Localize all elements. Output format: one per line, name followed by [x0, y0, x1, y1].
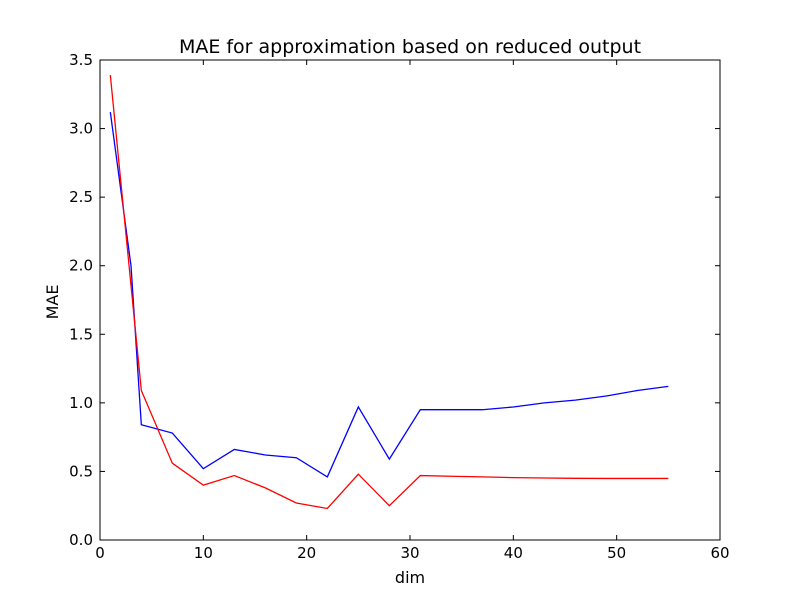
x-tick-label: 20 [297, 544, 316, 562]
series-line-2 [109, 75, 669, 510]
x-axis-title: dim [395, 568, 425, 587]
y-axis-title: MAE [43, 285, 62, 320]
x-tick-label: 60 [710, 544, 729, 562]
x-tick-label: 30 [400, 544, 419, 562]
y-tick-label: 1.5 [69, 325, 93, 343]
y-tick-label: 0.0 [69, 531, 93, 549]
y-tick-label: 3.5 [69, 51, 93, 69]
x-tick-label: 50 [607, 544, 626, 562]
axis-ticks-layer: 0 10 20 30 40 50 60 0.0 0.5 1.0 1.5 2.0 2.5 3.0 3.5 [69, 51, 729, 562]
x-tick-label: 0 [95, 544, 105, 562]
y-tick-label: 3.0 [69, 120, 93, 138]
y-tick-label: 2.0 [69, 257, 93, 275]
y-tick-label: 1.0 [69, 394, 93, 412]
x-tick-label: 40 [504, 544, 523, 562]
chart-title: MAE for approximation based on reduced o… [179, 36, 641, 58]
y-tick-label: 2.5 [69, 188, 93, 206]
plot-series-layer [109, 75, 669, 510]
y-tick-label: 0.5 [69, 462, 93, 480]
x-tick-label: 10 [194, 544, 213, 562]
series-line-1 [109, 112, 669, 478]
